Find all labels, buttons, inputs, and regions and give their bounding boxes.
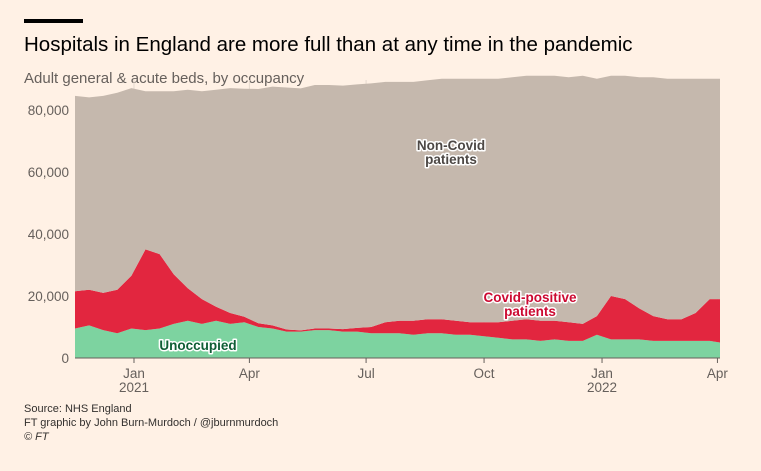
y-tick-label: 60,000 xyxy=(28,165,69,180)
annotation-non-covid: Non-Covid patients xyxy=(417,138,485,167)
chart-subtitle: Adult general & acute beds, by occupancy xyxy=(24,70,305,87)
copyright-note: © FT xyxy=(24,431,49,443)
x-tick-label: Apr xyxy=(239,366,261,381)
x-tick-year-label: 2021 xyxy=(119,380,149,395)
area-covid-positive-patients xyxy=(75,249,720,343)
x-tick-label: Jul xyxy=(357,366,374,381)
chart-title: Hospitals in England are more full than … xyxy=(24,33,633,56)
y-tick-label: 20,000 xyxy=(28,289,69,304)
y-tick-label: 80,000 xyxy=(28,103,69,118)
x-tick-label: Apr xyxy=(707,366,729,381)
area-non-covid-patients xyxy=(75,75,720,331)
x-tick-label: Oct xyxy=(474,366,495,381)
chart-footer: Source: NHS England FT graphic by John B… xyxy=(24,402,278,444)
x-tick-year-label: 2022 xyxy=(587,380,617,395)
credit-note: FT graphic by John Burn-Murdoch / @jburn… xyxy=(24,417,279,429)
source-note: Source: NHS England xyxy=(24,403,132,415)
annotation-covid-positive: Covid-positive patients xyxy=(483,290,577,319)
x-tick-label: Jan xyxy=(123,366,145,381)
x-tick-label: Jan xyxy=(591,366,613,381)
area-unoccupied xyxy=(75,320,720,358)
y-tick-label: 40,000 xyxy=(28,227,69,242)
y-tick-label: 0 xyxy=(61,351,69,366)
annotation-unoccupied: Unoccupied xyxy=(159,338,236,353)
ft-top-rule xyxy=(24,19,83,23)
